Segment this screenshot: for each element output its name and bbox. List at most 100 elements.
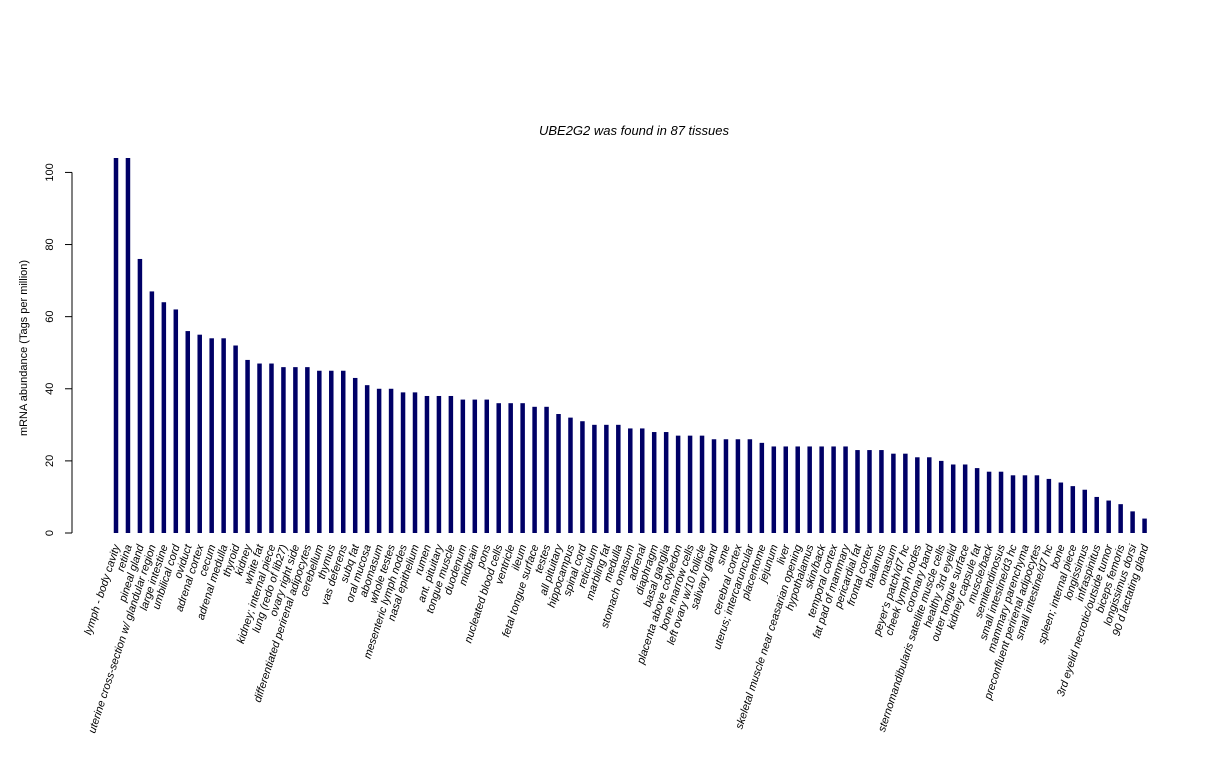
bar	[711, 439, 717, 533]
bar	[723, 439, 729, 533]
bar	[352, 377, 358, 533]
bar	[137, 258, 143, 533]
bar	[915, 457, 920, 533]
bar	[1058, 482, 1064, 533]
bar	[436, 395, 442, 533]
bar	[867, 450, 872, 533]
y-tick-label: 80	[44, 238, 56, 250]
bar	[783, 446, 789, 533]
bar	[113, 158, 119, 533]
bar	[1142, 518, 1147, 533]
bar	[568, 417, 573, 533]
bar	[1130, 511, 1135, 533]
bar	[317, 370, 322, 533]
bar	[400, 392, 406, 533]
bar	[221, 338, 226, 533]
bar	[903, 453, 908, 533]
bar	[962, 464, 968, 533]
bar	[747, 439, 753, 533]
bar	[1094, 496, 1099, 533]
bar	[771, 446, 777, 533]
bar	[950, 464, 956, 533]
bar	[580, 421, 585, 533]
bar	[879, 450, 884, 533]
bar	[293, 367, 298, 533]
bar	[520, 403, 525, 533]
bar	[735, 439, 741, 533]
bar	[424, 395, 430, 533]
bar	[484, 399, 490, 533]
bar	[149, 291, 155, 533]
bar	[496, 403, 501, 533]
bar	[831, 446, 836, 533]
bar	[1106, 500, 1111, 533]
bar	[388, 388, 394, 533]
bar	[986, 471, 992, 533]
bar	[233, 345, 238, 533]
bar	[472, 399, 478, 533]
bar	[663, 432, 669, 533]
y-tick-label: 40	[44, 383, 56, 395]
bar	[616, 424, 621, 533]
bar	[795, 446, 800, 533]
y-axis: 0 20 40 60 80 100	[44, 163, 73, 536]
bar	[891, 453, 896, 533]
bar	[544, 406, 549, 533]
bar	[364, 385, 370, 533]
y-tick-label: 0	[44, 530, 56, 536]
bar	[412, 392, 418, 533]
bar	[759, 442, 765, 533]
bar	[460, 399, 466, 533]
bar	[675, 435, 681, 533]
bar	[556, 414, 561, 533]
y-tick-label: 20	[44, 455, 56, 467]
bar	[1022, 475, 1028, 533]
bar	[209, 338, 214, 533]
bar	[651, 432, 657, 533]
bar	[998, 471, 1004, 533]
bar	[257, 363, 262, 533]
bar	[185, 331, 191, 533]
bar	[628, 428, 633, 533]
chart-title: UBE2G2 was found in 87 tissues	[539, 123, 730, 138]
bar	[1082, 489, 1088, 533]
bar	[532, 406, 537, 533]
bar	[974, 468, 980, 533]
bar	[329, 370, 334, 533]
bar	[197, 334, 202, 533]
bar	[938, 460, 944, 533]
y-tick-label: 100	[44, 163, 56, 181]
y-tick-label: 60	[44, 311, 56, 323]
x-category-label: lymph - body cavity	[82, 542, 123, 637]
bar	[305, 367, 310, 533]
bar	[819, 446, 824, 533]
y-axis-label: mRNA abundance (Tags per million)	[18, 260, 30, 436]
bar	[699, 435, 705, 533]
bar	[1010, 475, 1016, 533]
bar	[173, 309, 179, 533]
bar	[269, 363, 274, 533]
bar	[855, 450, 860, 533]
bar	[1034, 475, 1040, 533]
bar	[927, 457, 932, 533]
bar	[448, 395, 454, 533]
bar	[843, 446, 848, 533]
bar	[1070, 486, 1076, 533]
bar	[687, 435, 693, 533]
bar	[604, 424, 609, 533]
bar	[807, 446, 812, 533]
bar	[281, 367, 286, 533]
bar	[125, 158, 131, 533]
bar	[340, 370, 346, 533]
bar	[639, 428, 645, 533]
bar	[1118, 504, 1123, 533]
bars-group	[113, 158, 1147, 533]
bar	[592, 424, 597, 533]
bar	[508, 403, 513, 533]
bar	[161, 302, 167, 533]
bar	[1046, 478, 1052, 533]
bar	[245, 359, 250, 533]
bar	[376, 388, 382, 533]
